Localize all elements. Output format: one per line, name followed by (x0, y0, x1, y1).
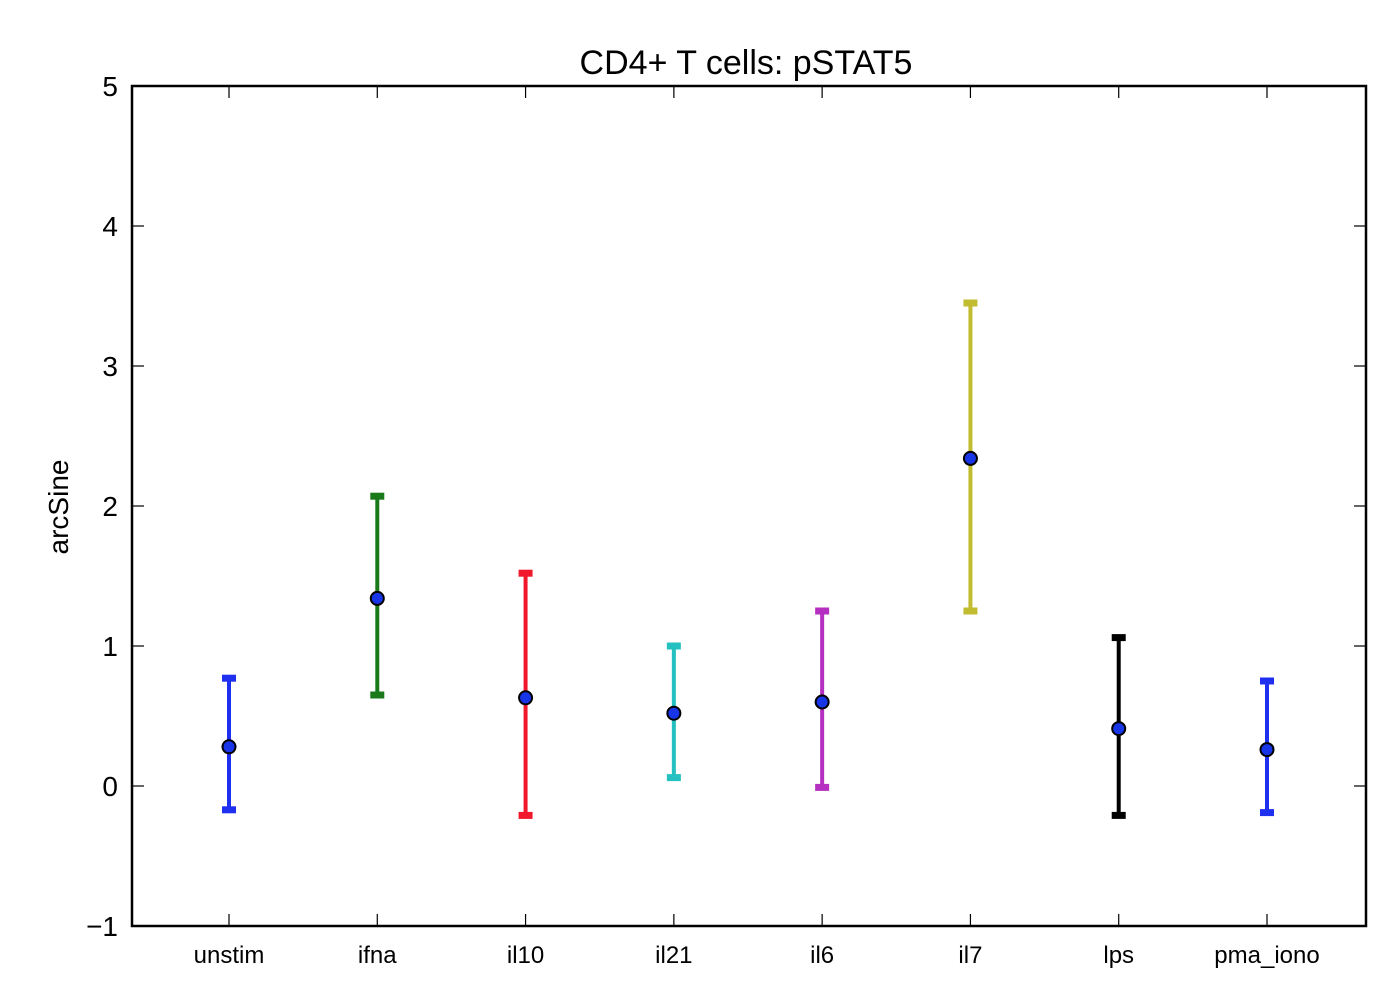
y-tick-label: 5 (102, 71, 118, 102)
y-tick-label: 4 (102, 211, 118, 242)
mean-point (369, 590, 385, 606)
y-tick-label: 3 (102, 351, 118, 382)
x-tick-label: il7 (958, 942, 982, 969)
mean-point (962, 450, 978, 466)
x-tick-label: lps (1103, 942, 1134, 969)
mean-point (1259, 742, 1275, 758)
mean-point (221, 739, 237, 755)
x-tick-label: ifna (358, 942, 397, 969)
x-tick-label: il10 (507, 942, 544, 969)
y-tick-label: 2 (102, 491, 118, 522)
y-tick-label: −1 (86, 911, 118, 942)
x-tick-label: il6 (810, 942, 834, 969)
y-axis-label: arcSine (43, 460, 74, 555)
y-tick-label: 1 (102, 631, 118, 662)
x-tick-label: unstim (194, 942, 265, 969)
x-tick-label: il21 (655, 942, 692, 969)
plot-frame (130, 84, 1368, 928)
mean-point (814, 694, 830, 710)
mean-point (1111, 721, 1127, 737)
x-tick-label: pma_iono (1214, 942, 1319, 969)
mean-point (518, 690, 534, 706)
chart-title: CD4+ T cells: pSTAT5 (580, 44, 913, 82)
plot-area: −1 0 1 2 3 4 5 unstim ifna il10 il21 il6 il7 lps pma_i… (86, 71, 1368, 969)
mean-point (666, 705, 682, 721)
y-tick-label: 0 (102, 771, 118, 802)
